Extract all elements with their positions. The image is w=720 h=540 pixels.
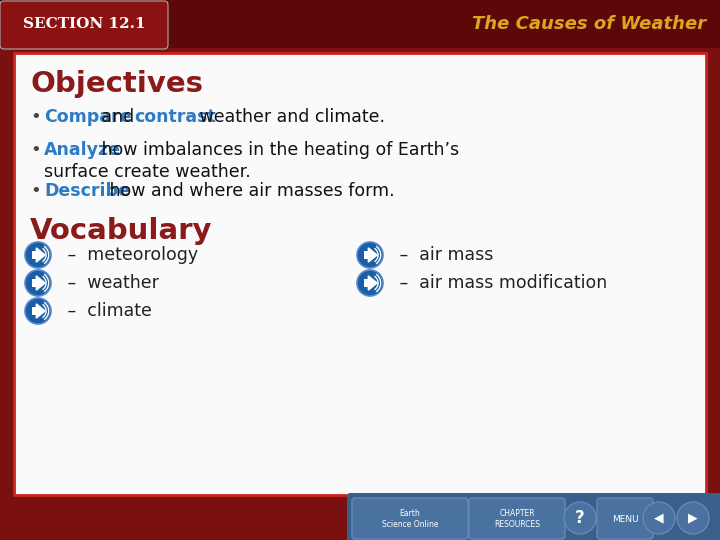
Polygon shape — [36, 248, 45, 262]
FancyBboxPatch shape — [32, 279, 36, 287]
FancyBboxPatch shape — [597, 498, 653, 539]
FancyBboxPatch shape — [32, 251, 36, 259]
Text: –  climate: – climate — [62, 302, 152, 320]
Circle shape — [25, 270, 51, 296]
Circle shape — [677, 502, 709, 534]
Circle shape — [357, 270, 383, 296]
Text: •: • — [30, 182, 41, 200]
Text: weather and climate.: weather and climate. — [194, 108, 385, 126]
Text: –  air mass: – air mass — [394, 246, 493, 264]
Text: Compare: Compare — [44, 108, 132, 126]
Text: how imbalances in the heating of Earth’s: how imbalances in the heating of Earth’s — [96, 141, 459, 159]
Text: –  weather: – weather — [62, 274, 159, 292]
FancyBboxPatch shape — [14, 53, 706, 495]
Text: MENU: MENU — [612, 515, 639, 523]
Text: Objectives: Objectives — [30, 70, 203, 98]
Text: Earth
Science Online: Earth Science Online — [382, 509, 438, 529]
Text: –  air mass modification: – air mass modification — [394, 274, 607, 292]
Text: CHAPTER
RESOURCES: CHAPTER RESOURCES — [494, 509, 540, 529]
Polygon shape — [36, 304, 45, 318]
FancyBboxPatch shape — [0, 1, 168, 49]
Circle shape — [357, 242, 383, 268]
Text: The Causes of Weather: The Causes of Weather — [472, 15, 706, 33]
Text: ◀: ◀ — [654, 511, 664, 524]
Polygon shape — [369, 248, 377, 262]
FancyBboxPatch shape — [0, 0, 720, 48]
Text: Vocabulary: Vocabulary — [30, 217, 212, 245]
Text: –  meteorology: – meteorology — [62, 246, 198, 264]
FancyBboxPatch shape — [364, 279, 369, 287]
FancyBboxPatch shape — [352, 498, 468, 539]
Text: •: • — [30, 141, 41, 159]
Circle shape — [25, 242, 51, 268]
FancyBboxPatch shape — [347, 493, 720, 540]
Circle shape — [564, 502, 596, 534]
FancyBboxPatch shape — [469, 498, 565, 539]
Text: ?: ? — [575, 509, 585, 527]
Circle shape — [25, 298, 51, 324]
FancyBboxPatch shape — [32, 307, 36, 315]
Text: Describe: Describe — [44, 182, 130, 200]
Text: ▶: ▶ — [688, 511, 698, 524]
Text: •: • — [30, 108, 41, 126]
Circle shape — [643, 502, 675, 534]
Text: SECTION 12.1: SECTION 12.1 — [23, 17, 145, 31]
Polygon shape — [369, 276, 377, 290]
Text: surface create weather.: surface create weather. — [44, 163, 251, 181]
FancyBboxPatch shape — [364, 251, 369, 259]
Text: and: and — [96, 108, 140, 126]
Text: Analyze: Analyze — [44, 141, 121, 159]
Polygon shape — [36, 276, 45, 290]
Text: how and where air masses form.: how and where air masses form. — [104, 182, 395, 200]
Text: contrast: contrast — [134, 108, 216, 126]
